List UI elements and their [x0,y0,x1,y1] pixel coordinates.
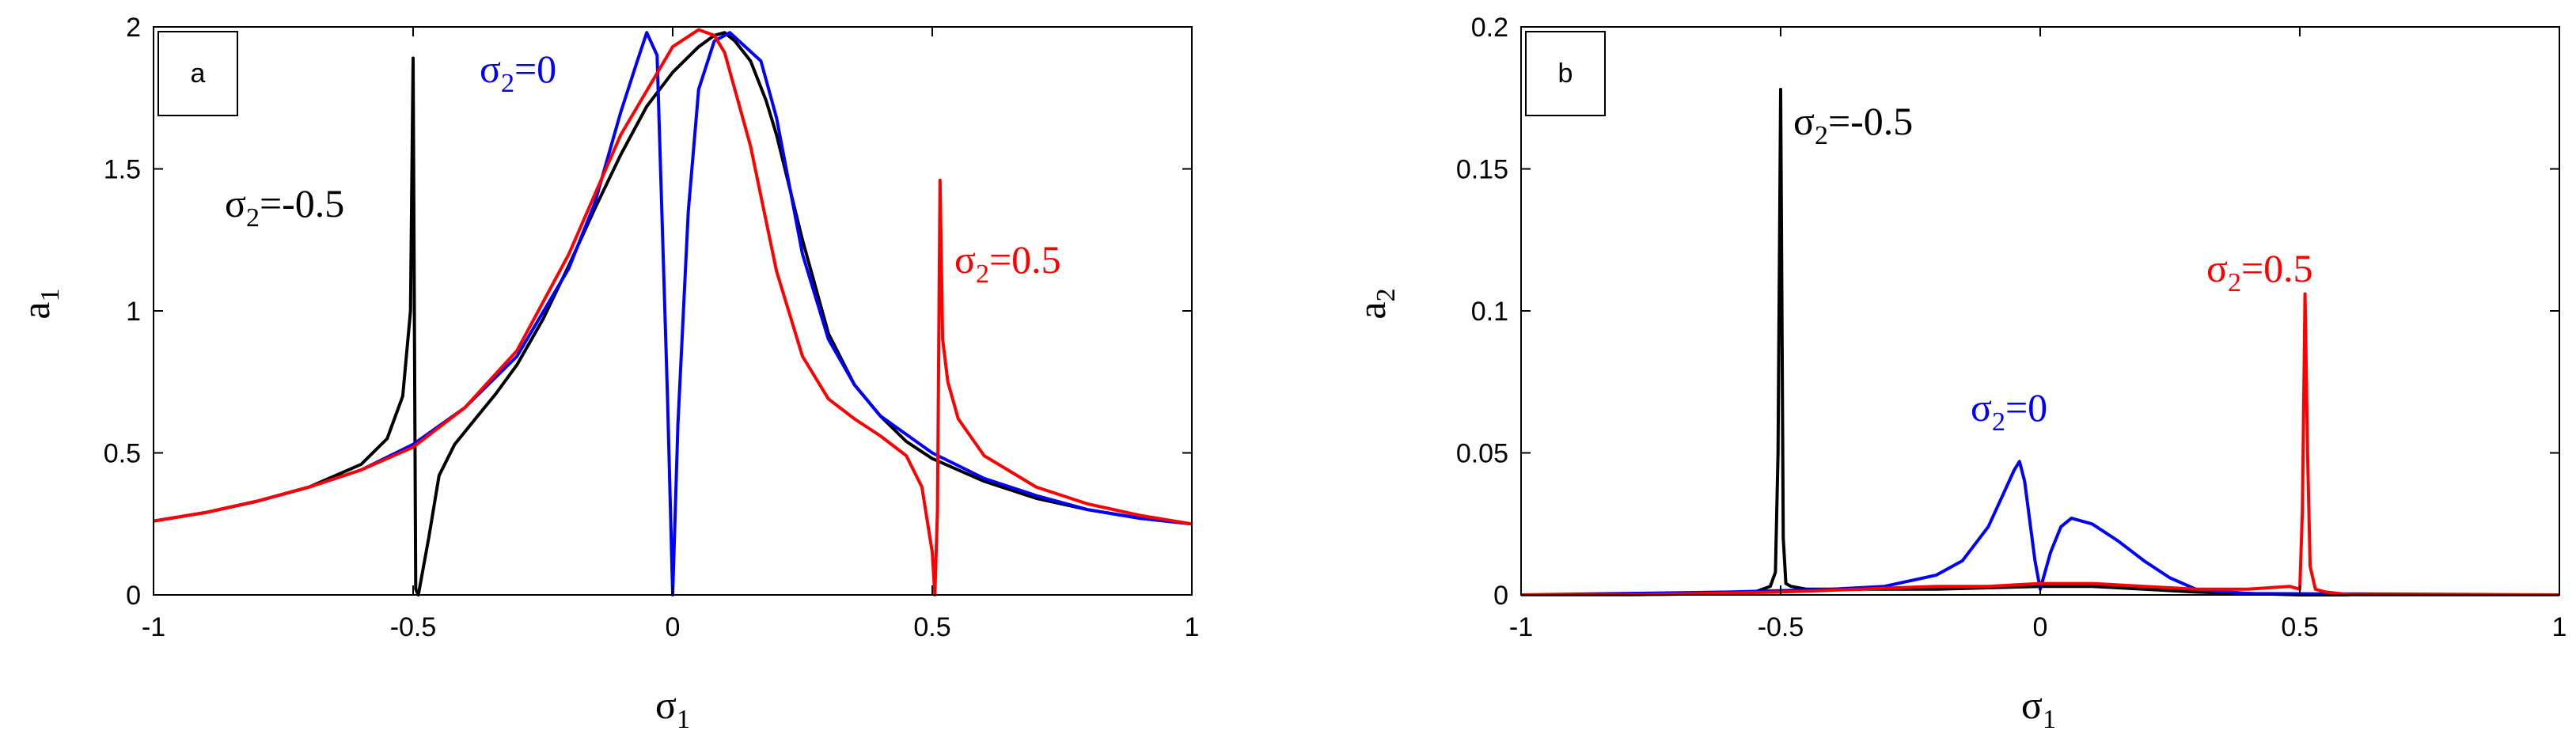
panel-a-x-tick-label: 0.5 [913,612,950,642]
panel-a-y-tick-label: 2 [126,13,141,43]
panel-b-x-tick-label: 1 [2552,612,2567,642]
panel-a-label: a [191,59,206,89]
panel-b-label-box: b [1525,31,1606,116]
panel-a-x-tick-label: 0 [666,612,681,642]
panel-a-x-tick-label: -1 [142,612,165,642]
panel-b-series-red [1521,292,2559,596]
panel-a-series-blue [153,31,1193,596]
panel-b-x-tick-label: 0.5 [2281,612,2318,642]
panel-b-annotation-sigma2-0: σ2=0 [1971,385,2047,437]
panel-b-series-black [1521,88,2559,596]
panel-b-annotation-sigma2-neg0.5: σ2=-0.5 [1793,99,1913,150]
panel-b-y-tick-label: 0.05 [1456,439,1508,469]
panel-b-x-tick-label: 0 [2033,612,2048,642]
panel-a-axes-frame [153,26,1193,596]
panel-b: -1 -0.5 0 0.5 1 0 0.05 0.1 0.15 0.2 b σ1 a2 σ2=-0… [1349,13,2567,734]
panel-b-y-tick-label: 0.2 [1471,13,1508,43]
panel-a-y-tick-label: 1.5 [104,155,141,185]
panel-b-ticks: -1 -0.5 0 0.5 1 0 0.05 0.1 0.15 0.2 [1456,13,2567,642]
panel-b-y-tick-label: 0.1 [1471,297,1508,327]
panel-a-series-red [153,28,1193,596]
panel-b-y-tick-label: 0.15 [1456,155,1508,185]
panel-a-y-axis-label: a1 [13,288,65,319]
panel-a-label-box: a [157,31,238,116]
panel-b-x-tick-label: -0.5 [1758,612,1804,642]
panel-b-label: b [1558,59,1573,89]
panel-a-x-tick-label: 1 [1185,612,1200,642]
panel-b-series-blue [1520,460,2560,596]
panel-a-annotation-sigma2-0: σ2=0 [480,47,556,98]
panel-b-x-axis-label: σ1 [2021,683,2056,734]
panel-a-y-tick-label: 0 [126,581,141,611]
panel-a: -1 -0.5 0 0.5 1 0 0.5 1 1.5 2 a σ1 a1 σ2=-0.5 σ2=… [13,13,1199,734]
panel-a-x-axis-label: σ1 [655,683,690,734]
panel-a-annotation-sigma2-0.5: σ2=0.5 [954,237,1061,289]
panel-a-annotation-sigma2-neg0.5: σ2=-0.5 [225,181,344,233]
panel-a-series-black [153,31,1193,596]
panel-b-plot-area [1520,88,2560,596]
panel-b-x-tick-label: -1 [1509,612,1533,642]
panel-a-x-tick-label: -0.5 [390,612,437,642]
panel-a-ticks: -1 -0.5 0 0.5 1 0 0.5 1 1.5 2 [104,13,1200,642]
panel-b-axes-frame [1520,26,2560,596]
panel-b-y-tick-label: 0 [1493,581,1508,611]
panel-a-y-tick-label: 1 [126,297,141,327]
panel-b-y-axis-label: a2 [1349,288,1401,319]
panel-a-plot-area [153,28,1193,596]
panel-a-y-tick-label: 0.5 [104,439,141,469]
panel-b-annotation-sigma2-0.5: σ2=0.5 [2206,246,2313,297]
